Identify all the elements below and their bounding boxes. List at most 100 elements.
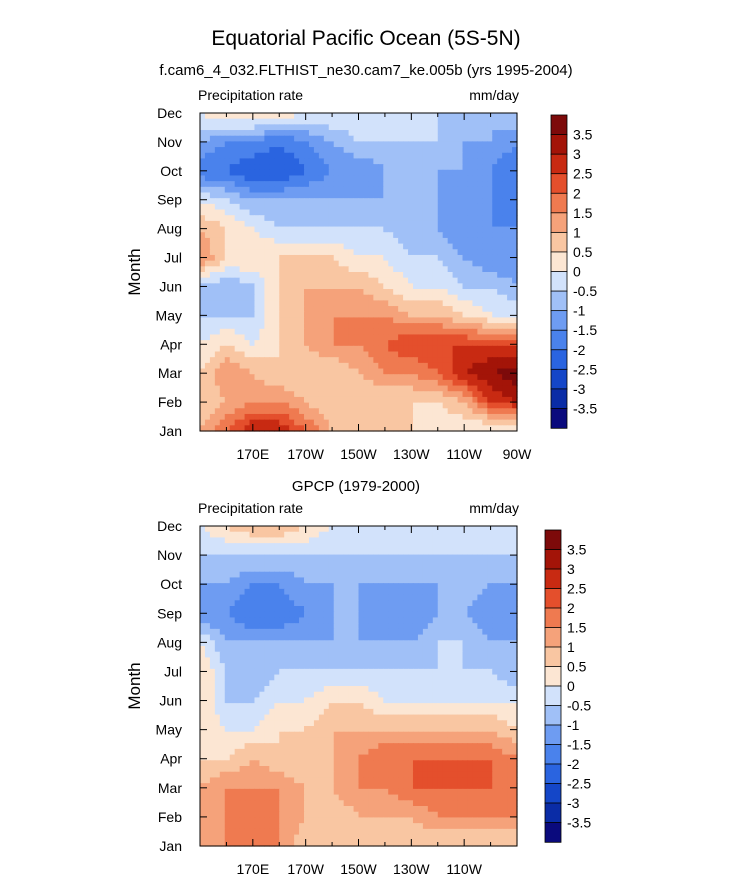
contour-cell — [200, 640, 206, 647]
colorbar-swatch — [550, 408, 568, 429]
contour-cell — [502, 152, 508, 160]
contour-cell — [358, 606, 365, 613]
contour-cell — [502, 249, 508, 256]
contour-cell — [398, 571, 404, 579]
contour-cell — [343, 118, 350, 125]
contour-cell — [497, 169, 503, 177]
contour-cell — [507, 260, 513, 267]
contour-cell — [383, 357, 389, 364]
contour-cell — [274, 385, 280, 392]
contour-cell — [363, 283, 369, 290]
colorbar-label: 1 — [573, 224, 581, 240]
contour-cell — [259, 634, 265, 641]
contour-cell — [259, 323, 265, 330]
contour-cell — [452, 617, 459, 624]
contour-cell — [507, 419, 513, 426]
contour-cell — [269, 594, 275, 601]
contour-cell — [249, 169, 256, 177]
contour-cell — [328, 311, 335, 319]
contour-cell — [383, 169, 389, 177]
contour-cell — [492, 237, 498, 245]
contour-cell — [403, 186, 409, 194]
contour-cell — [289, 266, 295, 273]
contour-cell — [442, 577, 449, 584]
contour-cell — [368, 192, 374, 199]
contour-cell — [432, 334, 439, 341]
contour-cell — [442, 396, 449, 404]
contour-cell — [209, 623, 216, 630]
contour-cell — [239, 272, 246, 279]
contour-cell — [462, 419, 469, 426]
contour-cell — [204, 198, 211, 205]
contour-cell — [209, 571, 216, 579]
contour-cell — [432, 198, 439, 205]
contour-cell — [417, 588, 424, 596]
contour-cell — [507, 215, 513, 222]
contour-cell — [333, 617, 340, 624]
contour-cell — [512, 175, 518, 182]
contour-cell — [408, 152, 414, 160]
contour-cell — [437, 135, 444, 142]
contour-cell — [289, 425, 295, 432]
contour-cell — [244, 283, 251, 290]
contour-cell — [477, 147, 483, 154]
contour-cell — [487, 628, 493, 636]
contour-cell — [437, 249, 444, 256]
contour-cell — [487, 617, 493, 624]
contour-cell — [472, 617, 478, 624]
contour-cell — [289, 243, 295, 250]
contour-cell — [249, 357, 256, 364]
contour-cell — [492, 300, 498, 307]
contour-cell — [412, 571, 419, 579]
contour-cell — [204, 374, 211, 381]
contour-cell — [432, 566, 439, 573]
contour-cell — [239, 232, 246, 239]
contour-cell — [249, 402, 256, 409]
contour-cell — [412, 300, 419, 307]
contour-cell — [512, 554, 518, 561]
contour-cell — [422, 232, 429, 239]
contour-cell — [249, 560, 256, 567]
contour-cell — [224, 340, 231, 347]
contour-cell — [422, 141, 429, 148]
contour-cell — [338, 368, 345, 375]
contour-cell — [388, 317, 394, 324]
contour-cell — [502, 135, 508, 142]
contour-cell — [214, 413, 221, 421]
contour-cell — [239, 311, 246, 319]
contour-cell — [403, 611, 409, 619]
contour-cell — [378, 311, 384, 319]
contour-cell — [437, 588, 444, 596]
contour-cell — [343, 260, 350, 267]
contour-cell — [497, 203, 503, 211]
contour-cell — [353, 566, 360, 573]
contour-cell — [437, 141, 444, 148]
contour-cell — [417, 118, 424, 125]
contour-cell — [358, 396, 365, 404]
contour-cell — [437, 306, 444, 313]
contour-cell — [447, 209, 454, 216]
contour-cell — [497, 175, 503, 182]
contour-cell — [358, 374, 365, 381]
contour-cell — [393, 141, 399, 148]
contour-cell — [249, 628, 256, 636]
contour-cell — [398, 425, 404, 432]
contour-cell — [447, 294, 454, 301]
contour-cell — [328, 249, 335, 256]
contour-cell — [234, 237, 241, 245]
contour-cell — [299, 385, 305, 392]
contour-cell — [373, 226, 379, 233]
colorbar-label: 3 — [573, 146, 581, 162]
contour-cell — [467, 600, 474, 607]
contour-cell — [244, 169, 251, 177]
contour-cell — [378, 617, 384, 624]
contour-cell — [209, 634, 216, 641]
contour-cell — [472, 294, 478, 301]
contour-cell — [318, 368, 325, 375]
contour-cell — [219, 531, 226, 539]
contour-cell — [512, 548, 518, 556]
contour-cell — [294, 283, 300, 290]
contour-cell — [333, 588, 340, 596]
contour-cell — [313, 548, 320, 556]
contour-cell — [457, 198, 464, 205]
